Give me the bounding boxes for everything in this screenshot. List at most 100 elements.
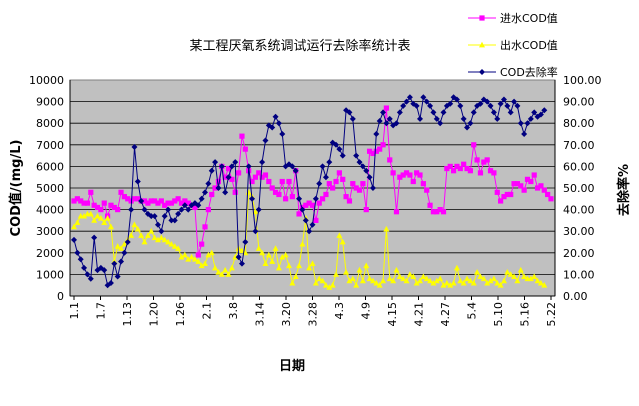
outflow-cod-point — [480, 275, 487, 282]
y-left-tick-label: 3000 — [36, 225, 64, 238]
inflow-cod-point — [235, 170, 242, 176]
outflow-cod-point — [500, 277, 507, 284]
inflow-cod-point — [444, 165, 450, 172]
y-left-tick-label: 6000 — [36, 160, 64, 173]
outflow-cod-point — [322, 282, 329, 288]
y-left-tick-label: 4000 — [36, 204, 64, 217]
outflow-cod-point — [487, 277, 494, 284]
outflow-cod-point — [101, 219, 108, 225]
y-right-tick-label: 40.00 — [563, 204, 595, 217]
outflow-cod-point — [504, 269, 511, 275]
removal-rate-point — [171, 217, 178, 224]
legend-inflow-marker — [479, 15, 485, 21]
removal-rate-point — [148, 213, 155, 220]
chart-title: 某工程厌氧系统调试运行去除率统计表 — [189, 38, 410, 54]
outflow-cod-point — [531, 273, 538, 279]
inflow-cod-point — [326, 181, 332, 187]
inflow-cod-point — [185, 200, 191, 206]
removal-rate-point — [356, 159, 363, 166]
x-tick-label: 5.4 — [466, 302, 479, 320]
removal-rate-point — [460, 115, 467, 122]
removal-rate-point — [541, 107, 548, 114]
removal-rate-point — [349, 115, 356, 122]
inflow-cod-point — [447, 163, 453, 169]
removal-rate-point — [299, 206, 306, 213]
inflow-cod-point — [262, 172, 269, 178]
outflow-cod-point — [158, 234, 165, 241]
outflow-cod-point — [369, 277, 376, 284]
inflow-cod-point — [256, 170, 262, 176]
removal-rate-point — [393, 120, 400, 127]
inflow-cod-point — [548, 196, 554, 202]
inflow-cod-point — [521, 187, 527, 193]
outflow-cod-point — [131, 221, 138, 228]
outflow-cod-point — [427, 277, 434, 284]
inflow-cod-point — [333, 178, 339, 185]
outflow-cod-point — [339, 238, 346, 245]
removal-rate-point — [333, 141, 340, 148]
inflow-cod-point — [491, 170, 497, 176]
x-tick-label: 1.7 — [95, 302, 108, 320]
outflow-cod-point — [309, 260, 316, 266]
removal-rate-point — [521, 131, 528, 137]
outflow-cod-point — [265, 251, 272, 258]
inflow-cod-point — [199, 241, 205, 247]
inflow-cod-point — [316, 200, 322, 206]
inflow-cod-point — [74, 196, 80, 202]
outflow-cod-point — [205, 251, 212, 258]
inflow-cod-point — [108, 202, 114, 208]
y-right-tick-label: 0.00 — [563, 290, 588, 303]
outflow-cod-point — [326, 284, 333, 290]
inflow-cod-point — [377, 146, 383, 152]
inflow-cod-point — [141, 198, 148, 204]
y-right-tick-label: 10.00 — [563, 268, 595, 281]
removal-rate-point — [84, 271, 91, 278]
removal-rate-point — [470, 109, 477, 116]
inflow-cod-point — [78, 198, 84, 204]
removal-rate-point — [205, 180, 212, 187]
removal-rate-point — [242, 239, 249, 245]
outflow-cod-point — [467, 277, 474, 284]
inflow-cod-point — [306, 200, 312, 206]
outflow-cod-point — [188, 253, 195, 260]
outflow-cod-point — [346, 277, 353, 284]
removal-rate-point — [215, 185, 222, 191]
inflow-cod-point — [115, 207, 121, 213]
inflow-cod-point — [461, 161, 467, 167]
outflow-cod-point — [114, 243, 121, 249]
outflow-cod-point — [440, 282, 447, 288]
outflow-cod-point — [464, 275, 471, 282]
x-tick-label: 1.13 — [121, 302, 134, 327]
outflow-cod-point — [165, 238, 172, 245]
outflow-cod-point — [457, 277, 464, 284]
outflow-cod-point — [511, 273, 518, 279]
removal-rate-point — [228, 163, 235, 170]
removal-rate-point — [272, 113, 279, 120]
removal-rate-point — [430, 109, 437, 116]
inflow-cod-point — [175, 196, 181, 202]
removal-rate-point — [141, 206, 148, 213]
removal-rate-point — [138, 197, 145, 204]
removal-rate-point — [74, 249, 81, 256]
outflow-cod-point — [154, 236, 161, 243]
inflow-cod-point — [148, 198, 154, 204]
removal-rate-point — [373, 131, 380, 137]
removal-rate-point — [154, 221, 161, 228]
inflow-cod-point — [195, 252, 201, 258]
outflow-cod-point — [151, 234, 158, 241]
inflow-cod-point — [81, 200, 87, 206]
x-tick-label: 1.20 — [148, 302, 161, 327]
removal-rate-point — [380, 109, 387, 116]
outflow-cod-point — [198, 262, 205, 269]
outflow-cod-point — [222, 266, 229, 273]
outflow-cod-point — [376, 282, 383, 288]
outflow-cod-point — [107, 223, 114, 230]
removal-rate-point — [453, 96, 460, 103]
inflow-cod-point — [541, 187, 547, 193]
inflow-cod-point — [303, 202, 309, 208]
inflow-cod-point — [343, 194, 349, 200]
removal-rate-point — [218, 163, 225, 170]
y-left-tick-label: 9000 — [36, 96, 64, 109]
inflow-cod-point — [350, 181, 356, 187]
